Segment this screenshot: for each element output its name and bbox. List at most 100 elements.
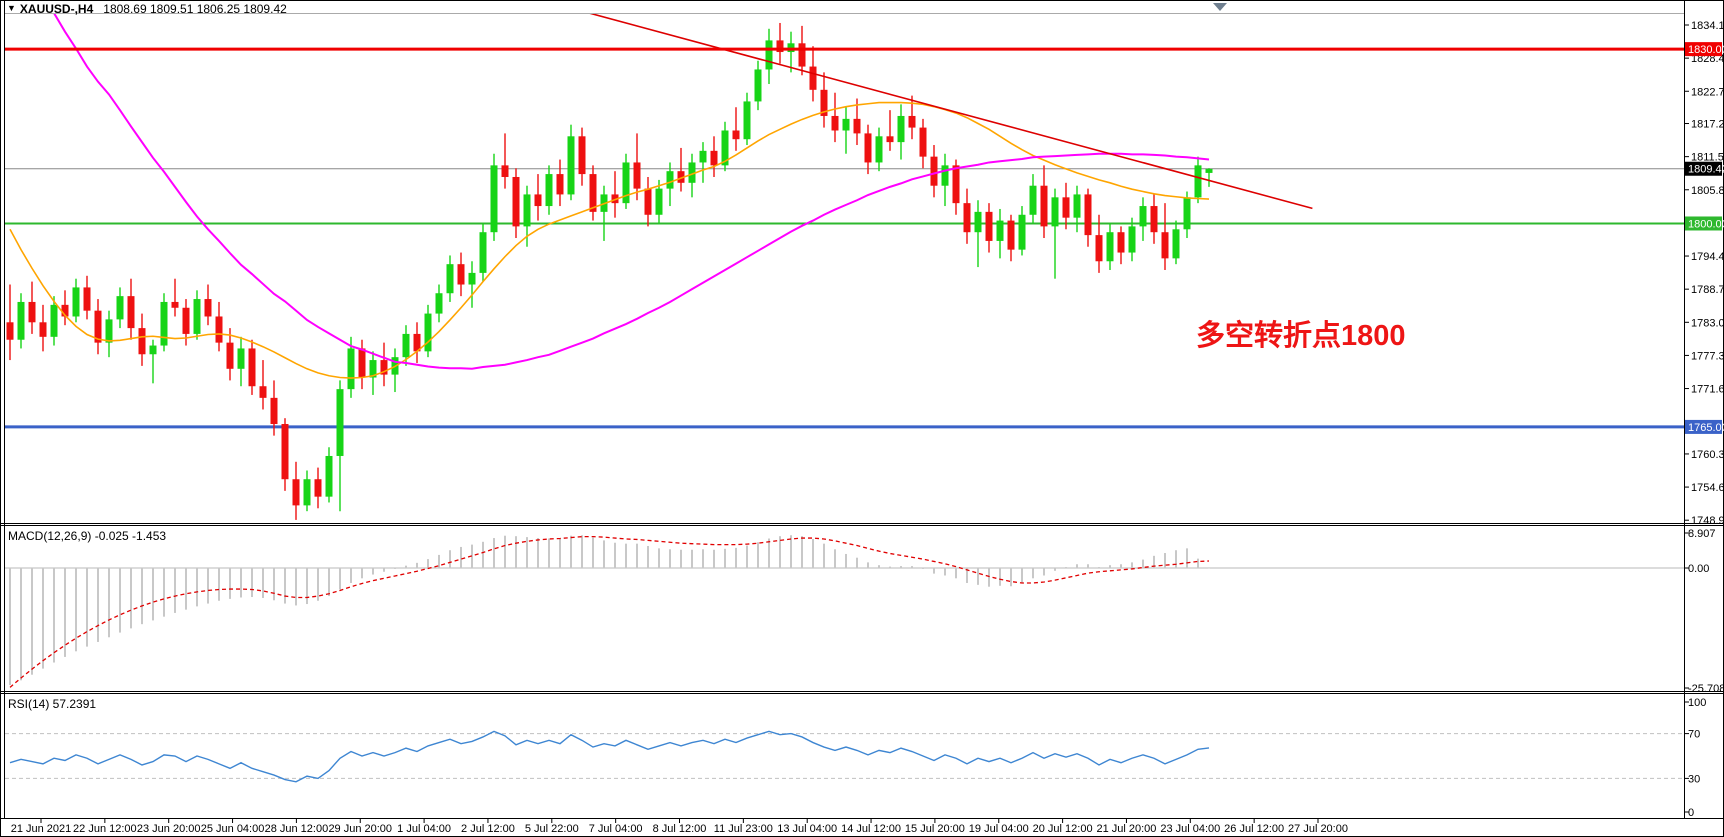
ma-fast-line[interactable] <box>9 101 1210 379</box>
rsi-axis-label: 70 <box>1688 729 1700 741</box>
time-axis-label: 22 Jun 12:00 <box>73 823 137 835</box>
price-badge <box>1685 419 1722 434</box>
candle-body <box>512 176 520 227</box>
candle-body <box>886 136 894 143</box>
candle-body <box>611 194 619 204</box>
price-badge-label: 1800.00 <box>1688 218 1724 230</box>
candle-body <box>589 174 597 212</box>
time-axis-label: 27 Jul 20:00 <box>1288 823 1348 835</box>
candle-body <box>523 194 531 227</box>
candle-body <box>633 162 641 189</box>
candle-body <box>567 136 575 195</box>
candle-body <box>314 479 322 497</box>
candle-body <box>1062 197 1070 218</box>
price-badge-label: 1830.00 <box>1688 44 1724 56</box>
macd-axis-label: 8.907 <box>1688 528 1716 540</box>
candle-body <box>1018 214 1026 250</box>
candle-body <box>875 136 883 163</box>
candle-body <box>677 171 685 183</box>
time-axis[interactable]: 21 Jun 2021 22 Jun 12:00 23 Jun 20:00 25 Ju… <box>11 818 1348 836</box>
price-axis-label: 1834.15 <box>1691 20 1724 32</box>
time-axis-label: 5 Jul 22:00 <box>525 823 579 835</box>
price-axis-label: 1822.75 <box>1691 86 1724 98</box>
candle-body <box>435 293 443 314</box>
candle-body <box>1161 232 1169 259</box>
main-price-panel[interactable] <box>5 8 1684 520</box>
candle-body <box>171 301 179 308</box>
candle-body <box>193 299 201 334</box>
candle-body <box>248 348 256 387</box>
candle-body <box>864 133 872 163</box>
time-axis-label: 25 Jun 04:00 <box>201 823 265 835</box>
time-axis-label: 20 Jul 12:00 <box>1033 823 1093 835</box>
time-axis-label: 8 Jul 12:00 <box>653 823 707 835</box>
candle-body <box>897 115 905 143</box>
candle-body <box>809 66 817 90</box>
chart-title: ▼ XAUUSD-,H4 1808.69 1809.51 1806.25 1809… <box>7 2 287 16</box>
ma-slow-line[interactable] <box>53 13 1210 370</box>
candle-body <box>446 264 454 294</box>
candle-body <box>1051 197 1059 227</box>
candle-body <box>732 130 740 140</box>
chart-symbol-period: XAUUSD-,H4 <box>19 2 94 16</box>
price-badge-label: 1809.42 <box>1688 164 1724 176</box>
price-axis-label: 1748.95 <box>1691 515 1724 527</box>
macd-signal-line <box>9 535 1210 688</box>
price-badge <box>1685 42 1722 57</box>
candle-body <box>138 328 146 355</box>
candle-body <box>1084 194 1092 236</box>
price-axis-label: 1777.30 <box>1691 350 1724 362</box>
time-axis-label: 26 Jul 12:00 <box>1224 823 1284 835</box>
time-axis-label: 23 Jun 20:00 <box>137 823 201 835</box>
candle-body <box>325 455 333 497</box>
candle-body <box>545 174 553 207</box>
rsi-axis-label: 30 <box>1688 773 1700 785</box>
candle-body <box>1106 232 1114 262</box>
candle-body <box>908 115 916 128</box>
candle-body <box>798 43 806 67</box>
time-axis-label: 1 Jul 04:00 <box>397 823 451 835</box>
candle-body <box>1007 220 1015 250</box>
candle-body <box>237 348 245 369</box>
candle-body <box>28 301 36 323</box>
time-axis-label: 21 Jul 20:00 <box>1096 823 1156 835</box>
candle-body <box>413 333 421 352</box>
chart-dropdown-icon[interactable]: ▼ <box>7 3 16 13</box>
price-axis-label: 1794.40 <box>1691 251 1724 263</box>
descending-trendline[interactable] <box>572 8 1313 210</box>
macd-axis-label: -25.708 <box>1688 683 1724 695</box>
candle-body <box>380 360 388 375</box>
rsi-axis-label: 100 <box>1688 697 1706 709</box>
candle-body <box>1205 168 1213 173</box>
candle-body <box>17 301 25 340</box>
candle-body <box>556 174 564 195</box>
candle-body <box>974 211 982 233</box>
candle-body <box>1095 235 1103 262</box>
time-axis-label: 13 Jul 04:00 <box>777 823 837 835</box>
candle-body <box>204 299 212 317</box>
time-axis-label: 23 Jul 04:00 <box>1160 823 1220 835</box>
price-axis-label: 1811.50 <box>1691 152 1724 164</box>
price-badge <box>1685 161 1722 176</box>
time-axis-label: 29 Jun 20:00 <box>328 823 392 835</box>
macd-panel[interactable] <box>5 535 1684 688</box>
time-axis-label: 19 Jul 04:00 <box>969 823 1029 835</box>
rsi-panel[interactable] <box>5 730 1684 783</box>
candle-body <box>226 342 234 369</box>
time-axis-label: 7 Jul 04:00 <box>589 823 643 835</box>
candle-body <box>116 296 124 320</box>
candle-body <box>952 165 960 204</box>
candle-body <box>94 310 102 343</box>
candle-body <box>39 322 47 337</box>
candle-body <box>622 162 630 204</box>
candle-body <box>688 162 696 183</box>
candle-body <box>1117 232 1125 253</box>
candle-body <box>358 348 366 378</box>
candle-body <box>534 194 542 207</box>
candle-body <box>996 220 1004 241</box>
price-axis[interactable]: 1834.15 1828.45 1822.75 1817.20 1811.50 1805.… <box>1684 20 1724 819</box>
candle-body <box>1040 185 1048 227</box>
candle-body <box>72 287 80 317</box>
